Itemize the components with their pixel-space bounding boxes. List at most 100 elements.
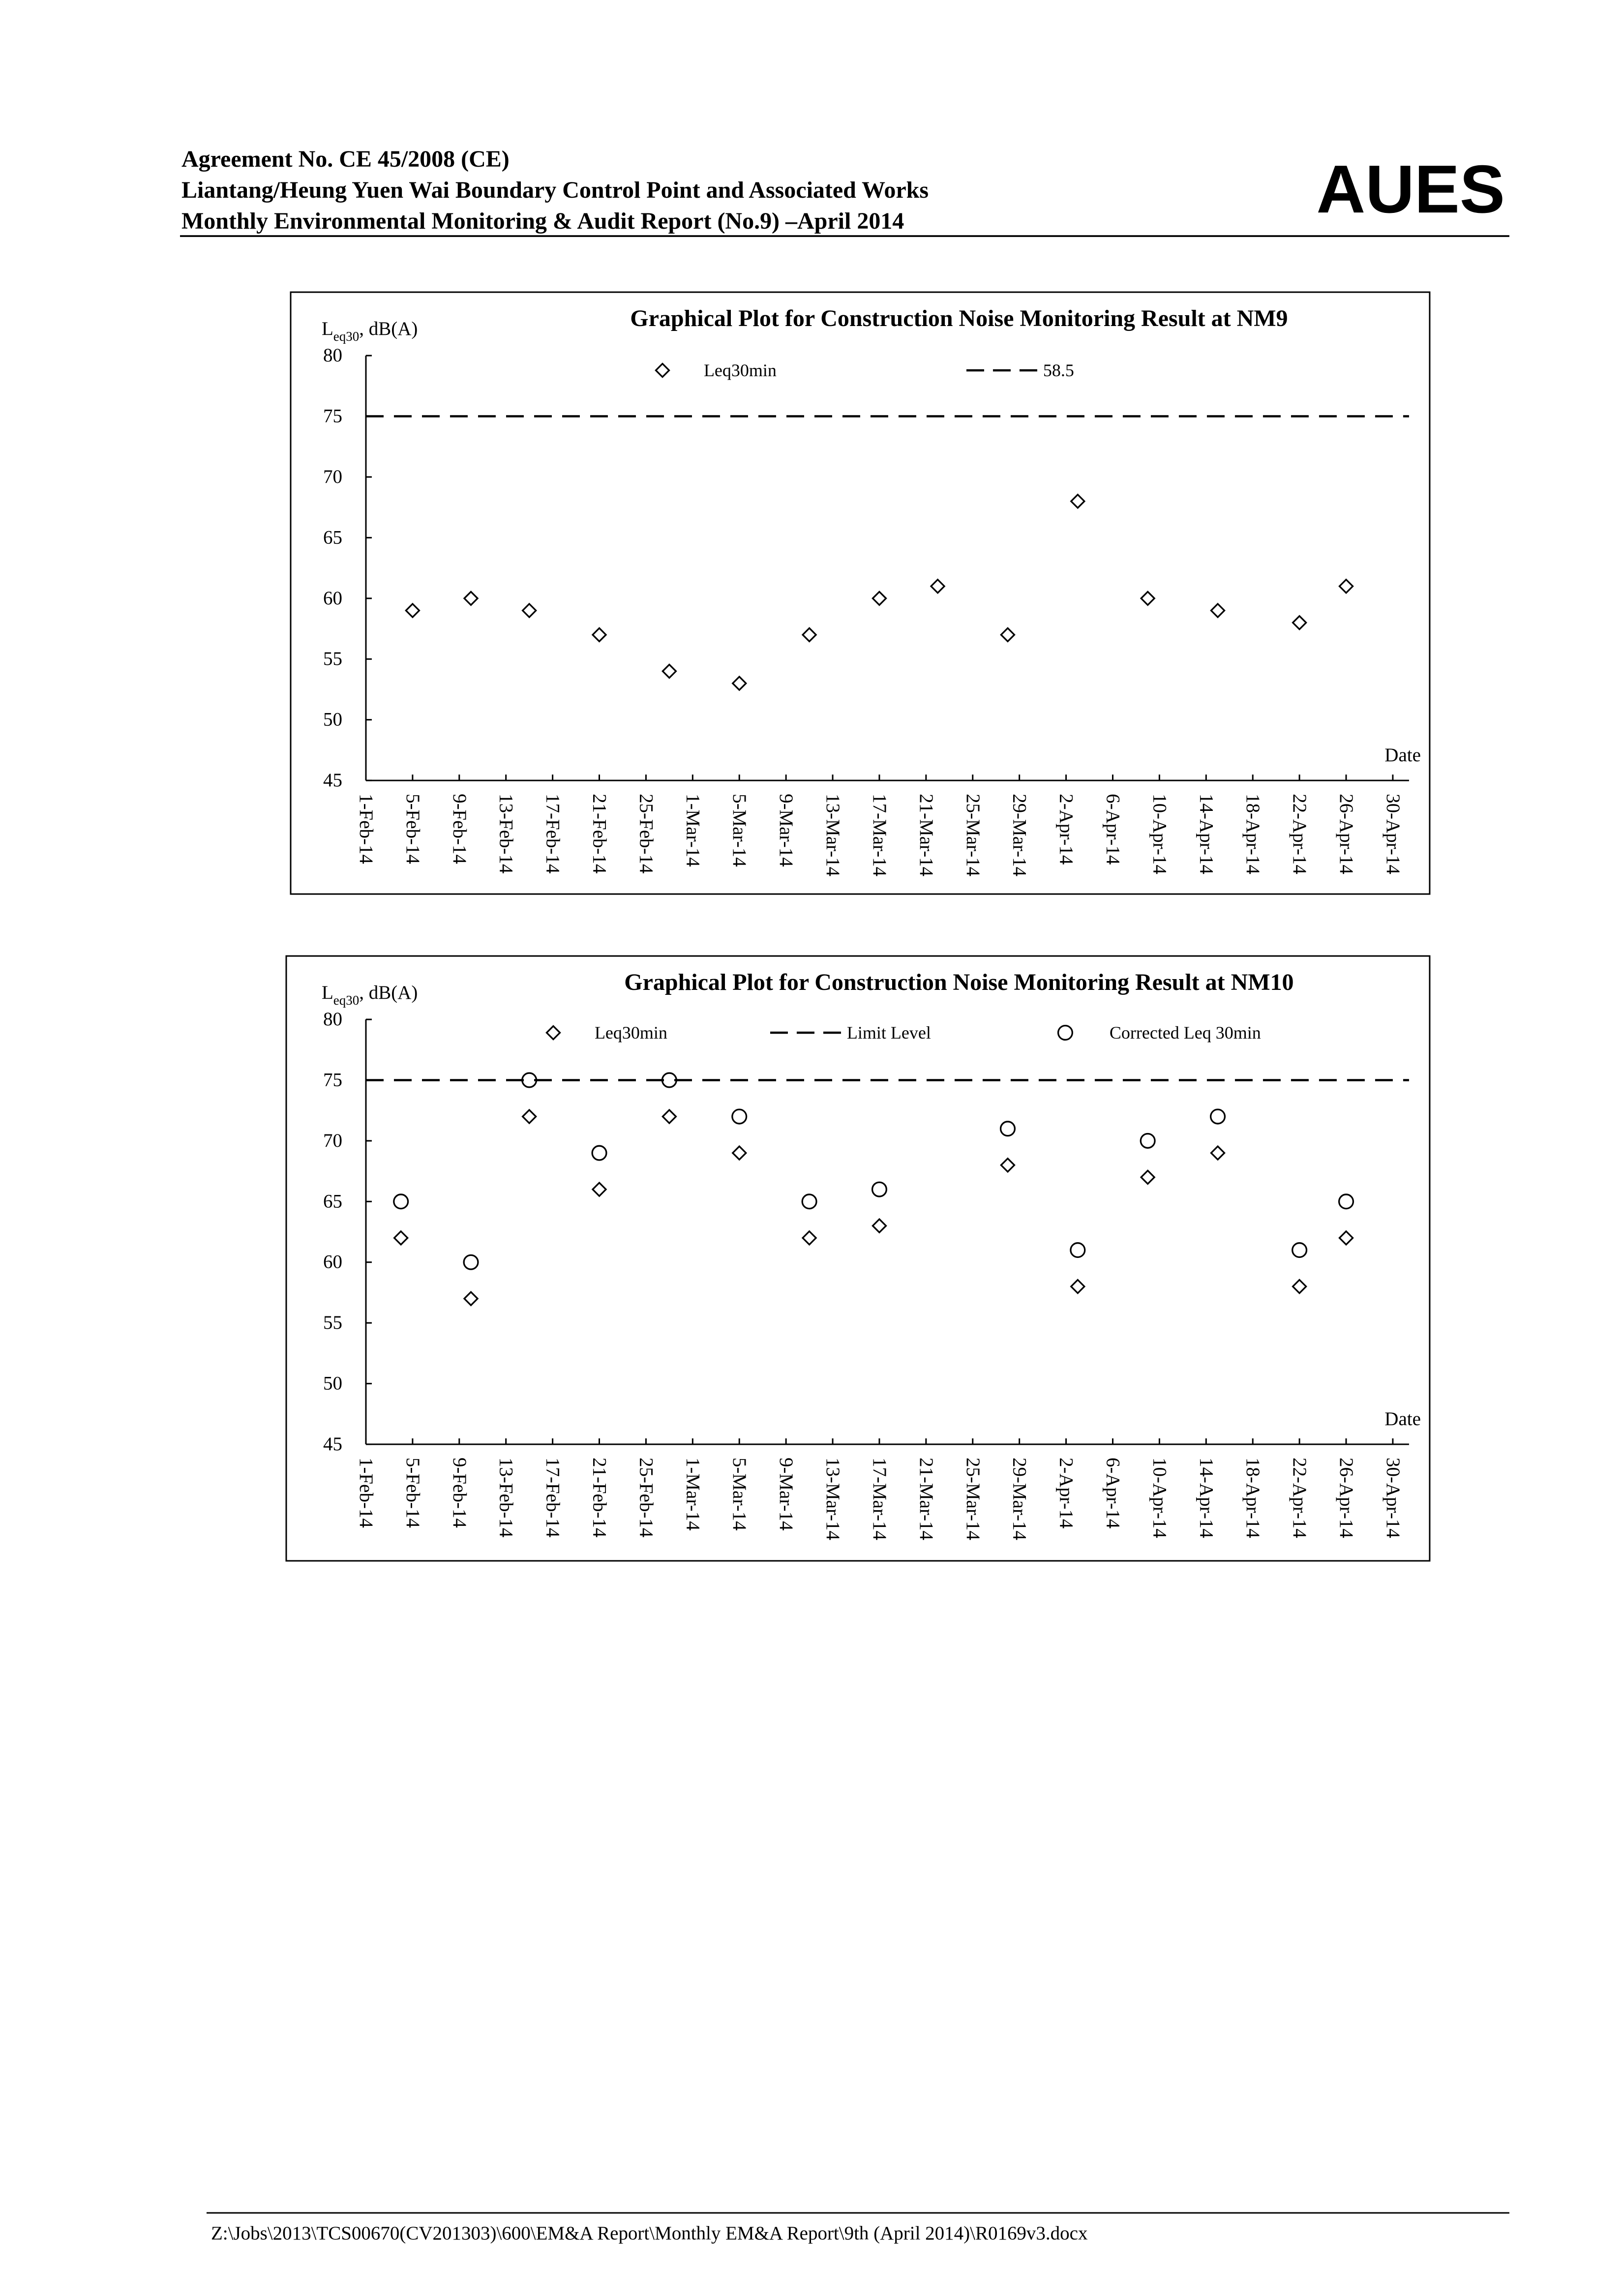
diamond-marker bbox=[1000, 627, 1016, 643]
chart-frame bbox=[285, 955, 1431, 1562]
diamond-marker bbox=[521, 1108, 537, 1125]
x-tick-label: 9-Feb-14 bbox=[449, 1458, 470, 1528]
diamond-marker bbox=[1210, 602, 1226, 619]
y-tick-label: 65 bbox=[323, 1191, 342, 1212]
x-tick-label: 26-Apr-14 bbox=[1336, 794, 1357, 874]
diamond-marker bbox=[1070, 1279, 1086, 1294]
diamond-marker bbox=[1338, 578, 1354, 594]
diamond-marker bbox=[872, 1218, 887, 1234]
footer-path: Z:\Jobs\2013\TCS00670(CV201303)\600\EM&A… bbox=[211, 2223, 1088, 2244]
x-tick-label: 29-Mar-14 bbox=[1009, 1458, 1030, 1540]
header-line: Monthly Environmental Monitoring & Audit… bbox=[181, 208, 904, 234]
diamond-marker bbox=[1292, 615, 1307, 631]
diamond-marker bbox=[1292, 1279, 1307, 1294]
logo: AUES bbox=[1317, 151, 1505, 227]
y-tick-label: 45 bbox=[323, 770, 342, 791]
y-label-rest: , dB(A) bbox=[359, 318, 418, 339]
diamond-marker bbox=[1210, 1145, 1226, 1161]
y-tick-label: 80 bbox=[323, 345, 342, 366]
y-tick-label: 55 bbox=[323, 648, 342, 669]
circle-marker bbox=[393, 1193, 409, 1210]
diamond-marker bbox=[662, 663, 677, 679]
x-tick-label: 5-Feb-14 bbox=[402, 1458, 423, 1528]
y-label-main: L bbox=[322, 318, 333, 339]
x-tick-label: 9-Mar-14 bbox=[776, 794, 797, 867]
legend-label: Corrected Leq 30min bbox=[1110, 1023, 1261, 1043]
header-line: Liantang/Heung Yuen Wai Boundary Control… bbox=[181, 177, 929, 203]
y-tick-label: 80 bbox=[323, 1009, 342, 1030]
x-tick-label: 25-Mar-14 bbox=[962, 1458, 984, 1540]
circle-marker bbox=[1292, 1242, 1308, 1258]
diamond-marker bbox=[1140, 590, 1156, 606]
x-tick-label: 9-Feb-14 bbox=[449, 794, 470, 864]
x-tick-label: 1-Mar-14 bbox=[682, 1458, 703, 1531]
y-tick-label: 45 bbox=[323, 1433, 342, 1455]
y-label-rest: , dB(A) bbox=[359, 982, 418, 1003]
x-tick-label: 17-Mar-14 bbox=[869, 794, 890, 876]
diamond-marker bbox=[1140, 1169, 1156, 1185]
x-tick-label: 22-Apr-14 bbox=[1289, 1458, 1310, 1538]
x-tick-label: 17-Feb-14 bbox=[542, 1458, 564, 1537]
diamond-marker bbox=[463, 590, 479, 606]
circle-marker bbox=[521, 1072, 538, 1088]
x-tick-label: 2-Apr-14 bbox=[1056, 794, 1077, 865]
x-tick-label: 13-Feb-14 bbox=[496, 794, 517, 873]
diamond-marker bbox=[930, 578, 946, 594]
x-tick-label: 21-Mar-14 bbox=[916, 1458, 937, 1540]
diamond-marker bbox=[591, 1181, 607, 1197]
x-tick-label: 13-Feb-14 bbox=[496, 1458, 517, 1537]
diamond-marker bbox=[1338, 1230, 1354, 1246]
x-tick-label: 9-Mar-14 bbox=[776, 1458, 797, 1531]
diamond-marker bbox=[1070, 493, 1086, 509]
y-tick-label: 65 bbox=[323, 527, 342, 548]
x-tick-label: 14-Apr-14 bbox=[1196, 1458, 1217, 1538]
legend-marker bbox=[1057, 1025, 1073, 1041]
x-axis-label: Date bbox=[1384, 1408, 1421, 1430]
circle-marker bbox=[591, 1145, 607, 1161]
diamond-marker bbox=[521, 602, 537, 619]
x-tick-label: 21-Feb-14 bbox=[589, 794, 610, 873]
x-tick-label: 14-Apr-14 bbox=[1196, 794, 1217, 874]
x-tick-label: 5-Mar-14 bbox=[729, 794, 750, 867]
x-tick-label: 1-Feb-14 bbox=[356, 1458, 377, 1528]
x-tick-label: 26-Apr-14 bbox=[1336, 1458, 1357, 1538]
x-tick-label: 17-Mar-14 bbox=[869, 1458, 890, 1540]
x-tick-label: 6-Apr-14 bbox=[1102, 1458, 1123, 1528]
x-tick-label: 5-Mar-14 bbox=[729, 1458, 750, 1531]
diamond-marker bbox=[662, 1108, 677, 1125]
x-tick-label: 25-Feb-14 bbox=[635, 794, 657, 873]
y-axis-label: Leq30, dB(A) bbox=[322, 982, 418, 1008]
diamond-marker bbox=[872, 590, 887, 606]
legend-label: Leq30min bbox=[704, 360, 777, 380]
x-axis-label: Date bbox=[1384, 745, 1421, 766]
circle-marker bbox=[463, 1254, 479, 1270]
circle-marker bbox=[1140, 1133, 1156, 1149]
y-tick-label: 60 bbox=[323, 1252, 342, 1273]
diamond-marker bbox=[801, 627, 817, 643]
x-tick-label: 22-Apr-14 bbox=[1289, 794, 1310, 874]
y-tick-label: 50 bbox=[323, 1373, 342, 1394]
diamond-marker bbox=[405, 602, 421, 619]
y-tick-label: 75 bbox=[323, 406, 342, 427]
x-tick-label: 17-Feb-14 bbox=[542, 794, 564, 873]
x-tick-label: 21-Mar-14 bbox=[916, 794, 937, 876]
x-tick-label: 18-Apr-14 bbox=[1242, 794, 1263, 874]
diamond-marker bbox=[1000, 1157, 1016, 1173]
circle-marker bbox=[801, 1193, 817, 1210]
chart-title: Graphical Plot for Construction Noise Mo… bbox=[630, 305, 1288, 331]
diamond-marker bbox=[463, 1290, 479, 1307]
y-tick-label: 70 bbox=[323, 1130, 342, 1151]
x-tick-label: 30-Apr-14 bbox=[1383, 1458, 1404, 1538]
diamond-marker bbox=[731, 1145, 748, 1161]
x-tick-label: 2-Apr-14 bbox=[1056, 1458, 1077, 1528]
x-tick-label: 30-Apr-14 bbox=[1383, 794, 1404, 874]
y-tick-label: 75 bbox=[323, 1069, 342, 1090]
circle-marker bbox=[661, 1072, 677, 1088]
y-tick-label: 70 bbox=[323, 466, 342, 487]
circle-marker bbox=[1209, 1108, 1226, 1125]
legend-marker bbox=[655, 362, 670, 378]
circle-marker bbox=[999, 1121, 1016, 1137]
diamond-marker bbox=[801, 1230, 817, 1246]
y-tick-label: 50 bbox=[323, 709, 342, 730]
